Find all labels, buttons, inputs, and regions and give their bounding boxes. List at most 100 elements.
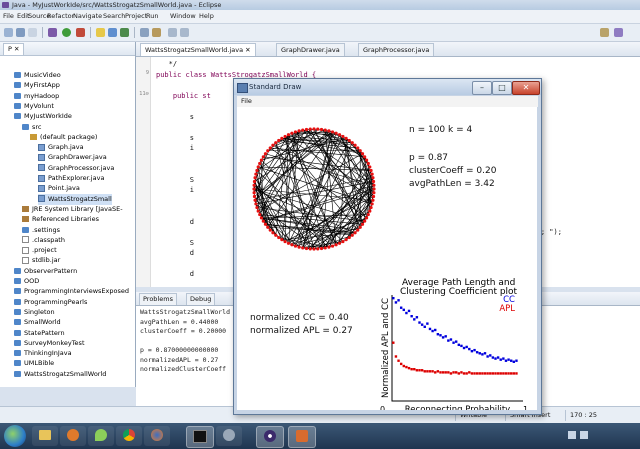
tree-item[interactable]: OOD: [14, 276, 39, 287]
data-point-apl: [489, 372, 492, 375]
media-taskbar-icon[interactable]: [60, 426, 86, 446]
tree-item[interactable]: myHadoop: [14, 91, 59, 102]
external-tools-icon[interactable]: [76, 28, 85, 37]
drawing-canvas: n = 100 k = 4 p = 0.87 clusterCoeff = 0.20…: [237, 107, 537, 410]
tree-item[interactable]: MyJustWorkIde: [14, 111, 72, 122]
data-point-cc: [473, 348, 476, 352]
java-file-icon: [38, 164, 45, 172]
tree-item[interactable]: GraphDrawer.java: [38, 152, 107, 163]
tree-item[interactable]: stdlib.jar: [22, 255, 60, 266]
tree-item[interactable]: (default package): [30, 132, 97, 143]
tree-item[interactable]: ProgrammingPearls: [14, 297, 87, 308]
start-button-icon[interactable]: [4, 425, 26, 447]
menu-item-edit[interactable]: Edit: [17, 12, 30, 20]
editor-tab[interactable]: WattsStrogatzSmallWorld.java ✕: [140, 43, 256, 56]
tree-item[interactable]: PathExplorer.java: [38, 173, 104, 184]
chrome-taskbar-icon[interactable]: [116, 426, 142, 446]
tree-item[interactable]: ObserverPattern: [14, 266, 77, 277]
standard-draw-titlebar[interactable]: Standard Draw – □ ✕: [234, 79, 541, 95]
menu-item-file[interactable]: File: [3, 12, 14, 20]
data-point-apl: [452, 371, 455, 374]
debug-perspective-icon[interactable]: [614, 28, 623, 37]
bottom-tab[interactable]: Debug: [186, 293, 216, 305]
menu-item-help[interactable]: Help: [199, 12, 214, 20]
forward-icon[interactable]: [180, 28, 189, 37]
menu-item-search[interactable]: Search: [103, 12, 126, 20]
menu-item-window[interactable]: Window: [170, 12, 196, 20]
folder-icon: [14, 72, 21, 78]
new-class-icon[interactable]: [120, 28, 129, 37]
tree-item[interactable]: UMLBible: [14, 358, 54, 369]
tree-item[interactable]: MyVolunt: [14, 101, 54, 112]
console-taskbar-icon[interactable]: [186, 426, 214, 448]
folder-icon: [14, 319, 21, 326]
network-node: [268, 228, 272, 232]
network-node: [258, 161, 262, 166]
tree-item[interactable]: MusicVideo: [14, 70, 61, 81]
new-package-icon[interactable]: [108, 28, 117, 37]
tree-item[interactable]: MyFirstApp: [14, 80, 60, 91]
explorer-taskbar-icon[interactable]: [32, 426, 58, 446]
tree-item[interactable]: Point.java: [38, 183, 80, 194]
tree-item[interactable]: ProgrammingInterviewsExposed: [14, 286, 129, 297]
app-taskbar-icon[interactable]: [216, 426, 242, 446]
editor-tab[interactable]: GraphDrawer.java: [276, 43, 345, 56]
new-icon[interactable]: [4, 28, 13, 37]
minimize-button[interactable]: –: [472, 81, 492, 95]
java-perspective-icon[interactable]: [600, 28, 609, 37]
menu-item-navigate[interactable]: Navigate: [73, 12, 103, 20]
tray-icon[interactable]: [568, 431, 576, 439]
network-node: [369, 168, 373, 173]
maximize-button[interactable]: □: [492, 81, 512, 95]
network-edge: [288, 188, 375, 244]
tree-item[interactable]: Referenced Libraries: [22, 214, 99, 225]
editor-tab[interactable]: GraphProcessor.java: [358, 43, 435, 56]
network-node: [266, 225, 270, 229]
tree-item[interactable]: .settings: [22, 225, 60, 236]
network-node: [308, 127, 312, 131]
tree-item[interactable]: WattsStrogatzSmall: [38, 193, 112, 205]
tree-item[interactable]: SurveyMonkeyTest: [14, 338, 85, 349]
close-button[interactable]: ✕: [512, 81, 540, 95]
eclipse-taskbar-icon[interactable]: [256, 426, 284, 448]
tree-item[interactable]: JRE System Library [JavaSE-: [22, 204, 123, 215]
data-point-cc: [436, 333, 440, 336]
data-point-cc: [418, 321, 421, 324]
menu-item-source[interactable]: Source: [28, 12, 51, 20]
java-taskbar-icon[interactable]: [288, 426, 316, 448]
data-point-cc: [499, 358, 502, 361]
data-point-cc: [452, 341, 455, 344]
network-node: [371, 179, 376, 184]
data-point-cc: [441, 336, 445, 339]
back-icon[interactable]: [168, 28, 177, 37]
tree-item[interactable]: .project: [22, 245, 57, 256]
tree-item[interactable]: .classpath: [22, 235, 65, 246]
tree-item[interactable]: src: [22, 122, 42, 133]
tree-item[interactable]: StatePattern: [14, 328, 65, 339]
search-icon[interactable]: [152, 28, 161, 37]
file-menu[interactable]: File: [241, 97, 252, 105]
bottom-tab[interactable]: Problems: [139, 293, 177, 305]
tree-item[interactable]: WattsStrogatzSmallWorld: [14, 369, 106, 380]
save-icon[interactable]: [16, 28, 25, 37]
debug-icon[interactable]: [48, 28, 57, 37]
menu-item-refactor[interactable]: Refactor: [47, 12, 75, 20]
firefox-taskbar-icon[interactable]: [144, 426, 170, 446]
menu-item-run[interactable]: Run: [146, 12, 159, 20]
data-point-cc: [483, 352, 487, 355]
messenger-taskbar-icon[interactable]: [88, 426, 114, 446]
network-edge: [302, 142, 353, 249]
package-explorer-tab[interactable]: P ✕: [3, 43, 25, 55]
menu-item-project[interactable]: Project: [125, 12, 148, 20]
tree-item[interactable]: SmallWorld: [14, 317, 61, 328]
open-type-icon[interactable]: [140, 28, 149, 37]
tree-item[interactable]: ThinkingInJava: [14, 348, 72, 359]
run-icon[interactable]: [62, 28, 71, 37]
tree-item[interactable]: Singleton: [14, 307, 55, 318]
data-point-apl: [399, 362, 403, 366]
volume-icon[interactable]: [580, 431, 588, 439]
print-icon[interactable]: [28, 28, 37, 37]
tree-item[interactable]: GraphProcessor.java: [38, 163, 114, 174]
new-java-project-icon[interactable]: [96, 28, 105, 37]
tree-item[interactable]: Graph.java: [38, 142, 84, 153]
